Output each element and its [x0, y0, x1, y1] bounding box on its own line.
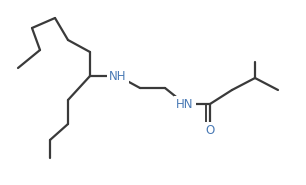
Text: NH: NH — [109, 70, 127, 83]
Text: HN: HN — [176, 97, 194, 110]
Text: O: O — [205, 124, 215, 137]
